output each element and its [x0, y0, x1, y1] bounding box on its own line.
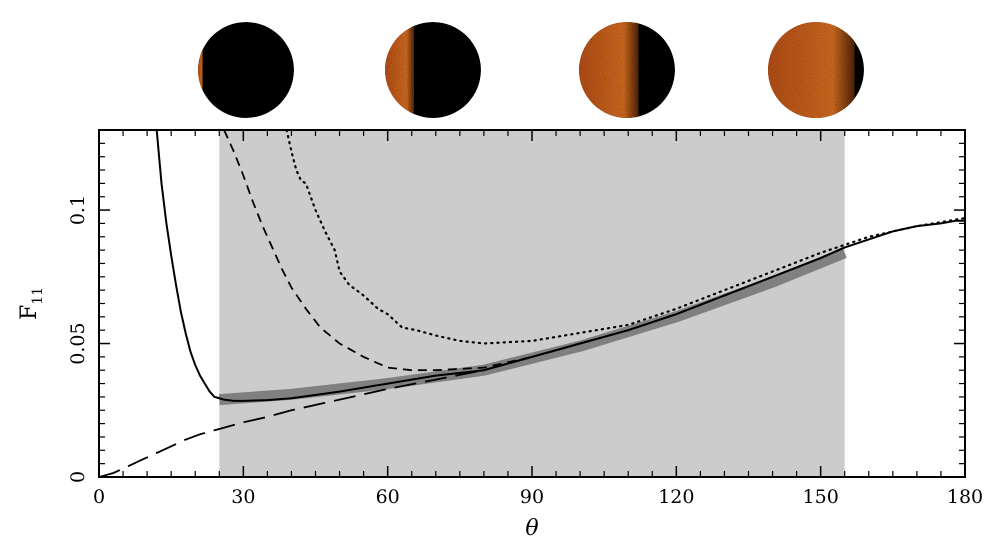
x-tick-label: 180 — [947, 486, 983, 508]
phase-images — [198, 22, 864, 118]
series-line-thick-band — [218, 247, 847, 406]
x-tick-label: 30 — [231, 486, 255, 508]
phase-image-4 — [768, 22, 864, 118]
series-line-dotted — [285, 130, 965, 345]
y-axis-label: F11 — [17, 287, 46, 320]
y-tick-label: 0.05 — [67, 322, 89, 364]
phase-image-2 — [385, 22, 481, 118]
shaded-region — [219, 130, 845, 477]
series-line-long-dash — [99, 246, 846, 477]
y-axis-label-sub: 11 — [30, 287, 46, 305]
svg-text:F11: F11 — [17, 287, 46, 320]
phase-image-3 — [579, 22, 675, 118]
phase-image-1 — [198, 22, 294, 118]
y-axis-label-main: F — [17, 305, 42, 320]
x-tick-label: 150 — [803, 486, 839, 508]
x-axis-label: θ — [525, 516, 538, 541]
y-tick-label: 0 — [67, 471, 89, 483]
x-tick-label: 60 — [376, 486, 400, 508]
series-line-solid — [155, 130, 965, 402]
plot-area: 0 30 60 90 120 150 180 0 0.05 0.1 — [67, 129, 983, 508]
x-tick-label: 0 — [93, 486, 105, 508]
y-tick-label: 0.1 — [67, 195, 89, 225]
x-tick-label: 120 — [658, 486, 694, 508]
x-tick-label: 90 — [520, 486, 544, 508]
